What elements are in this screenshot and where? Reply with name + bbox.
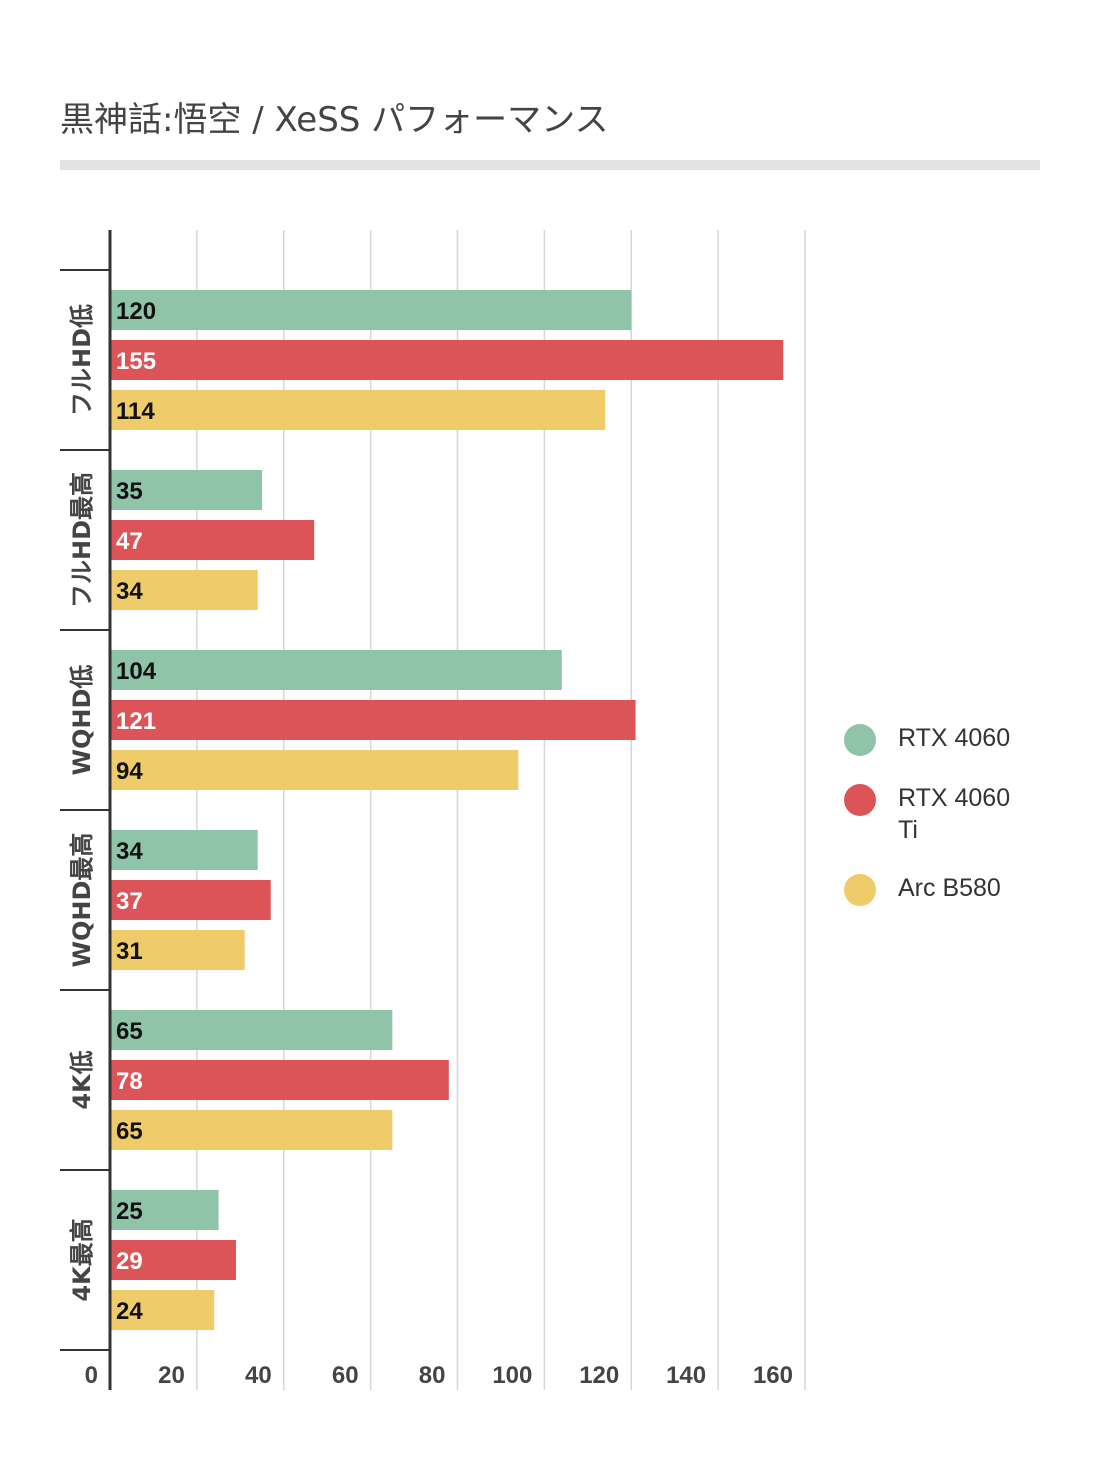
legend-swatch-rtx-4060-ti [844,784,876,816]
category-label: 4K最高 [68,1218,96,1301]
bar-0-0 [110,290,632,330]
bar-value-label: 37 [116,888,143,915]
bar-3-0 [110,830,258,870]
chart-title: 黒神話:悟空 / XeSS パフォーマンス [60,100,609,140]
title-divider [60,160,1040,170]
bar-value-label: 120 [116,298,156,325]
bar-value-label: 94 [116,758,143,785]
bar-value-label: 34 [116,838,143,865]
bar-value-label: 31 [116,938,143,965]
category-label: WQHD最高 [68,833,96,968]
bar-value-label: 65 [116,1118,143,1145]
x-tick-label: 0 [85,1362,98,1389]
x-tick-label: 20 [158,1362,185,1389]
bar-value-label: 34 [116,578,143,605]
legend-swatch-arc-b580 [844,874,876,906]
bar-5-2 [110,1290,215,1330]
bar-1-1 [110,520,315,560]
x-tick-label: 100 [492,1362,532,1389]
x-tick-label: 140 [666,1362,706,1389]
bar-0-2 [110,390,606,430]
bar-1-2 [110,570,258,610]
x-tick-label: 120 [579,1362,619,1389]
bar-3-2 [110,930,245,970]
bar-value-label: 24 [116,1298,143,1325]
bar-2-2 [110,750,519,790]
category-label: フルHD低 [68,304,96,416]
category-label: 4K低 [68,1050,96,1109]
bar-2-1 [110,700,636,740]
category-label: WQHD低 [68,665,96,776]
bar-value-label: 29 [116,1248,143,1275]
bar-value-label: 155 [116,348,156,375]
bar-value-label: 114 [116,398,155,425]
legend-item-rtx-4060-ti: RTX 4060 Ti [844,782,1084,846]
bar-value-label: 35 [116,478,143,505]
bar-value-label: 121 [116,708,156,735]
bar-5-0 [110,1190,219,1230]
x-tick-label: 40 [245,1362,272,1389]
legend: RTX 4060 RTX 4060 Ti Arc B580 [844,722,1084,932]
bar-value-label: 104 [116,658,157,685]
bar-3-1 [110,880,271,920]
legend-label-arc-b580: Arc B580 [898,874,1001,902]
bar-0-1 [110,340,784,380]
bar-value-label: 65 [116,1018,143,1045]
category-label: フルHD最高 [68,472,96,608]
legend-item-arc-b580: Arc B580 [844,872,1084,906]
bar-value-label: 78 [116,1068,143,1095]
legend-swatch-rtx-4060 [844,724,876,756]
legend-label-rtx-4060: RTX 4060 [898,724,1011,752]
bar-4-0 [110,1010,393,1050]
bar-4-1 [110,1060,449,1100]
bar-4-2 [110,1110,393,1150]
bar-2-0 [110,650,562,690]
bar-value-label: 47 [116,528,143,555]
bar-value-label: 25 [116,1198,143,1225]
legend-item-rtx-4060: RTX 4060 [844,722,1084,756]
x-tick-label: 160 [753,1362,793,1389]
bar-5-1 [110,1240,236,1280]
x-tick-label: 80 [419,1362,446,1389]
bar-1-0 [110,470,263,510]
x-tick-label: 60 [332,1362,359,1389]
legend-label-rtx-4060-ti: RTX 4060 Ti [898,784,1011,844]
